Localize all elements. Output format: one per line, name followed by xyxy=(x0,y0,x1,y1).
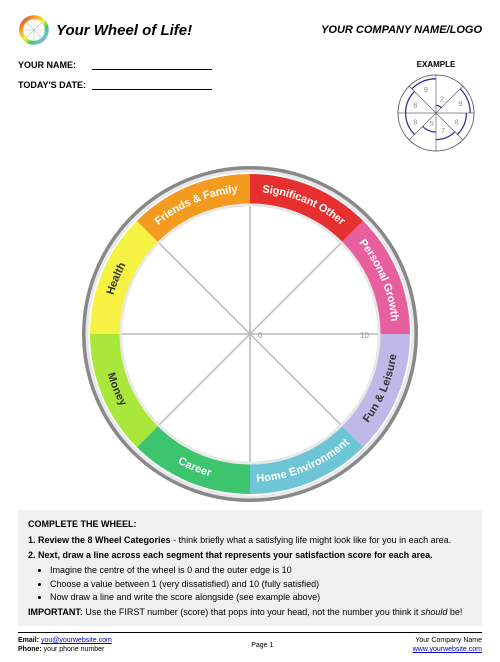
axis-label-0: 0 xyxy=(258,331,263,340)
example-score: 8 xyxy=(413,120,417,127)
form-fields: YOUR NAME: TODAY'S DATE: xyxy=(18,60,212,156)
instruction-bullet: Now draw a line and write the score alon… xyxy=(50,591,472,603)
date-label: TODAY'S DATE: xyxy=(18,80,92,90)
important-text-1: Use the FIRST number (score) that pops i… xyxy=(83,607,421,617)
instruction-step-2: 2. Next, draw a line across each segment… xyxy=(28,549,472,561)
instruction-step-1: 1. Review the 8 Wheel Categories - think… xyxy=(28,534,472,546)
date-input-line[interactable] xyxy=(92,80,212,90)
instruction-important: IMPORTANT: Use the FIRST number (score) … xyxy=(28,606,472,618)
footer-company: Your Company Name xyxy=(413,636,482,645)
example-score: 2 xyxy=(440,97,444,104)
example-score: 8 xyxy=(455,120,459,127)
example-wheel-icon: 2 9 8 75 8 8 9 xyxy=(390,71,482,153)
footer-right: Your Company Name www.yourwebsite.com xyxy=(413,636,482,654)
phone-label: Phone: xyxy=(18,646,44,653)
example-score: 5 xyxy=(430,121,434,128)
example-score: 7 xyxy=(441,128,445,135)
important-label: IMPORTANT: xyxy=(28,607,83,617)
email-link[interactable]: you@yourwebsite.com xyxy=(41,637,112,644)
instruction-bullet: Imagine the centre of the wheel is 0 and… xyxy=(50,564,472,576)
website-link[interactable]: www.yourwebsite.com xyxy=(413,646,482,653)
instructions-box: COMPLETE THE WHEEL: 1. Review the 8 Whee… xyxy=(18,510,482,626)
header: Your Wheel of Life! YOUR COMPANY NAME/LO… xyxy=(18,14,482,46)
wheel-chart: Significant OtherPersonal GrowthFun & Le… xyxy=(80,164,420,504)
important-italic: should xyxy=(421,607,448,617)
email-label: Email: xyxy=(18,637,41,644)
important-text-2: be! xyxy=(447,607,462,617)
page-title: Your Wheel of Life! xyxy=(56,22,192,39)
instruction-bullets: Imagine the centre of the wheel is 0 and… xyxy=(50,564,472,602)
instruction-bullet: Choose a value between 1 (very dissatisf… xyxy=(50,578,472,590)
instructions-heading: COMPLETE THE WHEEL: xyxy=(28,518,472,530)
step1-bold: 1. Review the 8 Wheel Categories xyxy=(28,535,171,545)
axis-label-10: 10 xyxy=(360,331,369,340)
name-label: YOUR NAME: xyxy=(18,60,92,70)
name-input-line[interactable] xyxy=(92,60,212,70)
page-number: Page 1 xyxy=(251,642,273,649)
step1-rest: - think briefly what a satisfying life m… xyxy=(171,535,452,545)
example-score: 9 xyxy=(458,101,462,108)
example-score: 9 xyxy=(424,87,428,94)
wheel-logo-icon xyxy=(18,14,50,46)
footer-center: Page 1 xyxy=(251,641,273,650)
footer: Email: you@yourwebsite.com Phone: your p… xyxy=(18,632,482,654)
company-placeholder: YOUR COMPANY NAME/LOGO xyxy=(321,24,482,36)
phone-value: your phone number xyxy=(44,646,105,653)
example-block: EXAMPLE 2 9 8 75 8 8 9 xyxy=(390,60,482,156)
title-wrap: Your Wheel of Life! xyxy=(18,14,192,46)
example-title: EXAMPLE xyxy=(390,60,482,69)
step2-bold: 2. Next, draw a line across each segment… xyxy=(28,550,433,560)
footer-left: Email: you@yourwebsite.com Phone: your p… xyxy=(18,636,112,654)
example-score: 8 xyxy=(413,102,417,109)
